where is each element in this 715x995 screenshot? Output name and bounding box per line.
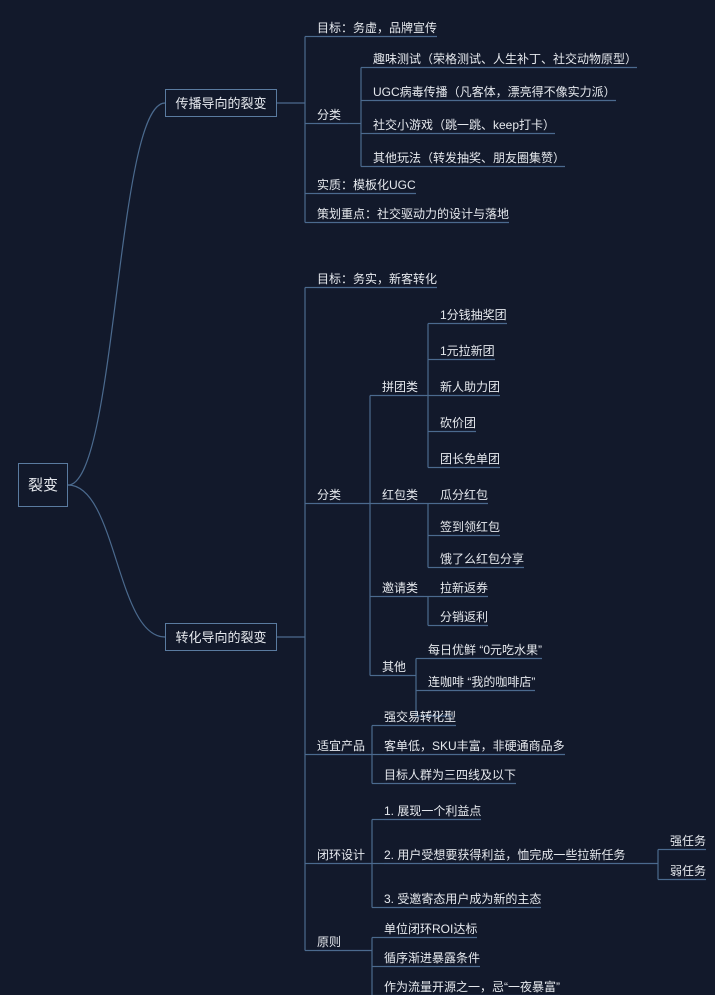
node-b2_goal: 目标：务实，新客转化 (317, 270, 437, 287)
node-b1c4: 其他玩法（转发抽奖、朋友圈集赞） (373, 149, 565, 166)
node-g_other: 其他 (382, 658, 406, 675)
node-root: 裂变 (18, 463, 68, 507)
node-b1c3: 社交小游戏（跳一跳、keep打卡） (373, 116, 555, 133)
node-ru1: 单位闭环ROI达标 (384, 920, 477, 937)
node-p3: 目标人群为三四线及以下 (384, 766, 516, 783)
node-lt1: 强任务 (670, 832, 706, 849)
node-b1_cat: 分类 (317, 106, 341, 123)
node-ru2: 循序渐进暴露条件 (384, 949, 480, 966)
node-l1: 1. 展现一个利益点 (384, 802, 481, 819)
node-r2: 签到领红包 (440, 518, 500, 535)
node-o1: 每日优鲜 “0元吃水果” (428, 641, 542, 658)
node-t1: 1分钱抽奖团 (440, 306, 507, 323)
node-b2_cat: 分类 (317, 486, 341, 503)
node-p1: 强交易转化型 (384, 708, 456, 725)
node-ru3: 作为流量开源之一，忌“一夜暴富” (384, 978, 560, 995)
node-b2_prod: 适宜产品 (317, 737, 365, 754)
node-t4: 砍价团 (440, 414, 476, 431)
node-b2_rule: 原则 (317, 933, 341, 950)
node-t5: 团长免单团 (440, 450, 500, 467)
node-o2: 连咖啡 “我的咖啡店” (428, 673, 535, 690)
node-t2: 1元拉新团 (440, 342, 495, 359)
node-b1c2: UGC病毒传播（凡客体，漂亮得不像实力派） (373, 83, 616, 100)
node-l2: 2. 用户受想要获得利益，恤完成一些拉新任务 (384, 846, 625, 863)
node-r1: 瓜分红包 (440, 486, 488, 503)
node-b1: 传播导向的裂变 (165, 89, 277, 117)
node-r3: 饿了么红包分享 (440, 550, 524, 567)
node-l3: 3. 受邀寄态用户成为新的主态 (384, 890, 541, 907)
node-p2: 客单低，SKU丰富，非硬通商品多 (384, 737, 565, 754)
node-b1c1: 趣味测试（荣格测试、人生补丁、社交动物原型） (373, 50, 637, 67)
node-b1_ess: 实质：模板化UGC (317, 176, 416, 193)
node-i1: 拉新返券 (440, 579, 488, 596)
node-lt2: 弱任务 (670, 862, 706, 879)
node-b1_goal: 目标：务虚，品牌宣传 (317, 19, 437, 36)
node-g_team: 拼团类 (382, 378, 418, 395)
node-b1_plan: 策划重点：社交驱动力的设计与落地 (317, 205, 509, 222)
node-g_inv: 邀请类 (382, 579, 418, 596)
node-b2: 转化导向的裂变 (165, 623, 277, 651)
node-g_red: 红包类 (382, 486, 418, 503)
node-t3: 新人助力团 (440, 378, 500, 395)
node-i2: 分销返利 (440, 608, 488, 625)
node-b2_loop: 闭环设计 (317, 846, 365, 863)
